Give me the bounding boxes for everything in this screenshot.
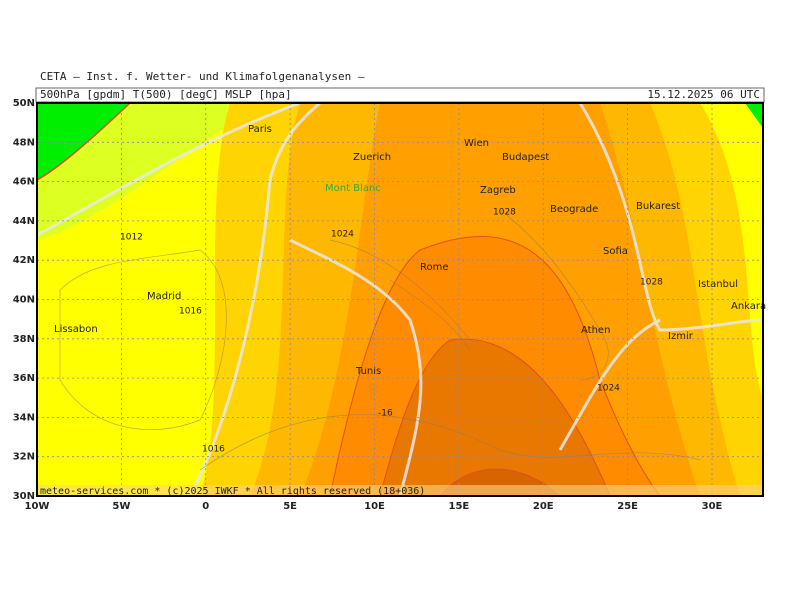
isobar-label: 1016 — [202, 445, 225, 455]
lon-label: 30E — [702, 501, 723, 512]
isobar-label: 1012 — [120, 233, 143, 243]
city-labels: Paris Zuerich Mont Blanc Wien Budapest Z… — [54, 124, 766, 377]
city-label: Sofia — [603, 246, 628, 257]
lat-label: 38N — [13, 334, 35, 345]
city-label: Izmir — [668, 331, 694, 342]
city-label: Istanbul — [698, 279, 738, 290]
isobar-label: 1024 — [597, 384, 620, 394]
lon-label: 15E — [449, 501, 470, 512]
lat-label: 34N — [13, 412, 35, 423]
isobar-labels: 1012 1016 1024 1028 1028 1024 1016 -16 — [120, 208, 663, 455]
city-label: Tunis — [355, 366, 381, 377]
isobar-label: -16 — [378, 409, 393, 419]
lon-label: 5W — [112, 501, 130, 512]
city-label: Zuerich — [353, 152, 391, 163]
isobar-label: 1028 — [493, 208, 516, 218]
isobar-label: 1028 — [640, 278, 663, 288]
lon-label: 0 — [202, 501, 209, 512]
lat-label: 40N — [13, 295, 35, 306]
city-label: Ankara — [731, 301, 766, 312]
institute: CETA – Inst. f. Wetter- und Klimafolgena… — [40, 70, 365, 83]
lat-label: 44N — [13, 216, 35, 227]
lat-label: 48N — [13, 137, 35, 148]
city-label: Beograde — [550, 204, 598, 215]
isobar-label: 1016 — [179, 307, 202, 317]
footer: meteo-services.com * (c)2025 IWKF * All … — [40, 486, 425, 497]
footer-bar — [37, 485, 763, 496]
city-label: Athen — [581, 325, 610, 336]
lat-label: 36N — [13, 373, 35, 384]
lat-label: 50N — [13, 98, 35, 109]
lat-label: 30N — [13, 491, 35, 502]
lon-label: 10W — [25, 501, 50, 512]
lon-label: 5E — [283, 501, 297, 512]
lat-label: 32N — [13, 452, 35, 463]
city-label: Budapest — [502, 152, 549, 163]
lon-label: 20E — [533, 501, 554, 512]
city-label: Wien — [464, 138, 489, 149]
isobar-label: 1024 — [331, 230, 354, 240]
map-field — [37, 103, 763, 496]
map-frame — [36, 102, 764, 497]
lon-label: 10E — [364, 501, 385, 512]
city-label: Zagreb — [480, 185, 516, 196]
city-label: Paris — [248, 124, 272, 135]
city-label: Rome — [420, 262, 449, 273]
lat-label: 46N — [13, 177, 35, 188]
city-label: Bukarest — [636, 201, 680, 212]
city-label: Mont Blanc — [325, 183, 381, 194]
lon-label: 25E — [617, 501, 638, 512]
fields: 500hPa [gpdm] T(500) [degC] MSLP [hpa] — [40, 88, 292, 101]
city-label: Madrid — [147, 291, 181, 302]
lat-label: 42N — [13, 255, 35, 266]
city-label: Lissabon — [54, 324, 98, 335]
valid-time: 15.12.2025 06 UTC — [647, 88, 760, 101]
